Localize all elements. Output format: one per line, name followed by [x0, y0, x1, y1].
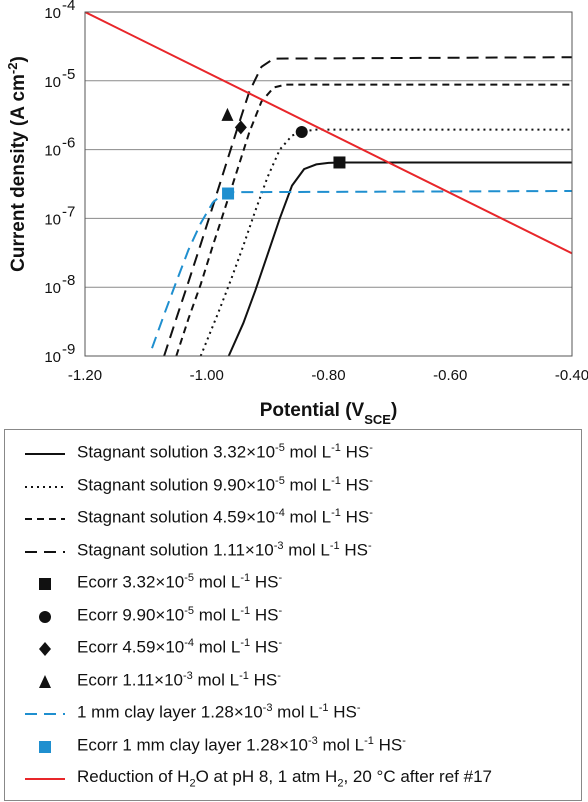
legend-item: Ecorr 9.90×10-5 mol L-1 HS- [5, 602, 581, 632]
legend-label: Reduction of H2O at pH 8, 1 atm H2, 20 °… [77, 767, 492, 789]
legend-marker [39, 741, 51, 753]
x-tick-label: -0.40 [555, 367, 588, 384]
legend-label: Stagnant solution 4.59×10-4 mol L-1 HS- [77, 507, 373, 528]
data-point-7 [221, 108, 233, 121]
grid-lines [85, 12, 572, 356]
legend-marker [39, 578, 51, 590]
legend-label: Ecorr 1 mm clay layer 1.28×10-3 mol L-1 … [77, 735, 406, 756]
y-tick-label: 10 [44, 74, 61, 91]
legend-label: Stagnant solution 3.32×10-5 mol L-1 HS- [77, 442, 373, 463]
data-point-9 [222, 188, 234, 200]
legend-item: Ecorr 1.11×10-3 mol L-1 HS- [5, 667, 581, 697]
legend-item: Stagnant solution 9.90×10-5 mol L-1 HS- [5, 472, 581, 502]
data-point-4 [333, 156, 345, 168]
y-tick-exponent: -5 [62, 66, 75, 83]
legend-swatch [25, 736, 65, 758]
y-tick-exponent: -7 [62, 203, 75, 220]
legend-swatch [25, 443, 65, 465]
x-tick-label: -0.80 [311, 367, 345, 384]
series-line-1 [201, 130, 572, 356]
legend-swatch [25, 671, 65, 693]
series-line-8 [152, 191, 572, 348]
data-point-5 [296, 126, 308, 138]
y-tick-exponent: -6 [62, 135, 75, 152]
legend-swatch [25, 573, 65, 595]
legend-label: Ecorr 1.11×10-3 mol L-1 HS- [77, 670, 281, 691]
legend: Stagnant solution 3.32×10-5 mol L-1 HS- S… [4, 429, 582, 801]
legend-swatch [25, 508, 65, 530]
legend-swatch [25, 606, 65, 628]
legend-item: Reduction of H2O at pH 8, 1 atm H2, 20 °… [5, 764, 581, 794]
plot-frame [85, 12, 572, 356]
legend-marker [39, 675, 51, 688]
legend-label: Stagnant solution 9.90×10-5 mol L-1 HS- [77, 475, 373, 496]
legend-item: 1 mm clay layer 1.28×10-3 mol L-1 HS- [5, 699, 581, 729]
legend-item: Ecorr 1 mm clay layer 1.28×10-3 mol L-1 … [5, 732, 581, 762]
x-tick-label: -0.60 [433, 367, 467, 384]
legend-label: 1 mm clay layer 1.28×10-3 mol L-1 HS- [77, 702, 361, 723]
series-lines [85, 12, 572, 356]
y-axis-title: Current density (A cm-2) [5, 56, 30, 272]
legend-swatch [25, 703, 65, 725]
x-tick-label: -1.20 [68, 367, 102, 384]
y-tick-labels: 10-910-810-710-610-510-4 [44, 0, 75, 366]
legend-item: Stagnant solution 4.59×10-4 mol L-1 HS- [5, 504, 581, 534]
x-axis-title: Potential (VSCE) [260, 400, 398, 427]
legend-swatch [25, 638, 65, 660]
x-tick-labels: -1.20 -1.00 -0.80 -0.60 -0.40 [68, 367, 588, 384]
y-tick-label: 10 [44, 5, 61, 22]
legend-item: Ecorr 4.59×10-4 mol L-1 HS- [5, 634, 581, 664]
legend-item: Stagnant solution 3.32×10-5 mol L-1 HS- [5, 439, 581, 469]
series-markers [221, 108, 345, 200]
chart: -1.20 -1.00 -0.80 -0.60 -0.40 10-910-810-710… [0, 0, 588, 430]
legend-label: Ecorr 3.32×10-5 mol L-1 HS- [77, 572, 282, 593]
legend-swatch [25, 541, 65, 563]
series-line-10 [85, 12, 572, 253]
legend-marker [39, 642, 51, 656]
legend-swatch [25, 476, 65, 498]
series-line-2 [176, 85, 572, 356]
legend-label: Stagnant solution 1.11×10-3 mol L-1 HS- [77, 540, 372, 561]
y-tick-label: 10 [44, 143, 61, 160]
legend-item: Ecorr 3.32×10-5 mol L-1 HS- [5, 569, 581, 599]
legend-swatch [25, 768, 65, 790]
legend-label: Ecorr 4.59×10-4 mol L-1 HS- [77, 637, 282, 658]
y-tick-exponent: -9 [62, 341, 75, 358]
legend-marker [39, 611, 51, 623]
legend-label: Ecorr 9.90×10-5 mol L-1 HS- [77, 605, 282, 626]
legend-item: Stagnant solution 1.11×10-3 mol L-1 HS- [5, 537, 581, 567]
y-tick-exponent: -4 [62, 0, 75, 14]
y-tick-label: 10 [44, 211, 61, 228]
y-tick-label: 10 [44, 280, 61, 297]
y-tick-exponent: -8 [62, 272, 75, 289]
x-tick-label: -1.00 [190, 367, 224, 384]
y-tick-label: 10 [44, 349, 61, 366]
